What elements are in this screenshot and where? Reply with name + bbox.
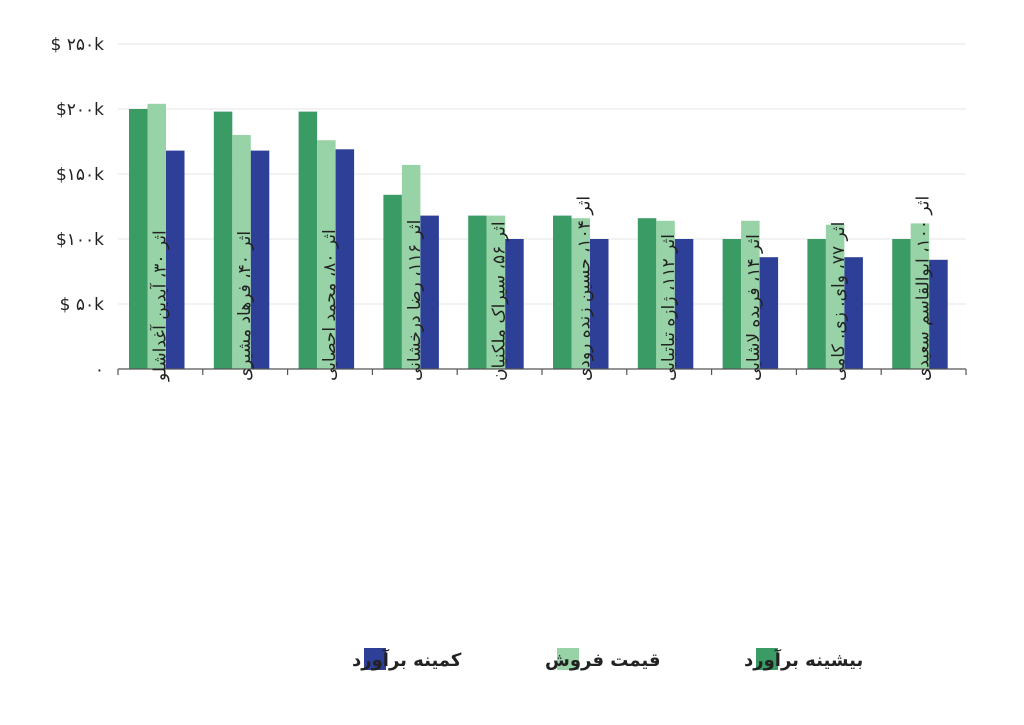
y-tick-label: $ ۲۵۰k (51, 35, 105, 55)
legend-label: کمینه برآورد (352, 648, 462, 671)
bar (910, 223, 930, 369)
bar (468, 215, 487, 369)
bar (232, 135, 251, 369)
bar (656, 220, 675, 369)
bar (213, 111, 233, 369)
axis-layer: ۰ $ ۵۰k $۱۰۰k $۱۵۰k $۲۰۰k $ ۲۵۰k اثر ۳۰، آیدین… (51, 35, 967, 382)
x-tick-label: اثر ۸۰، محمد احصایی (320, 229, 340, 381)
bar (590, 239, 609, 369)
legend-label: بیشینه برآورد (744, 648, 863, 671)
bar (571, 218, 590, 369)
bar (505, 239, 524, 369)
bar (825, 224, 845, 369)
bar (298, 111, 318, 369)
bar (401, 164, 421, 369)
bar (553, 215, 572, 369)
bar (420, 215, 439, 369)
legend-label: قیمت فروش (545, 650, 661, 671)
y-tick-label: $ ۵۰k (60, 295, 104, 315)
legend: بیشینه برآورد قیمت فروش کمینه برآورد (352, 648, 863, 671)
y-tick-label: $۱۰۰k (56, 230, 104, 250)
legend-swatch (557, 648, 579, 670)
x-tick-label: اثر ۳۰، آیدین آغداشلو (148, 230, 170, 382)
bar (844, 257, 863, 369)
x-tick-label: اثر ۵۶، سیراک ملکنیان (490, 221, 510, 381)
y-tick-label: $۱۵۰k (56, 165, 104, 185)
bar (147, 103, 166, 370)
bar (759, 257, 779, 369)
legend-swatch (756, 648, 778, 670)
bar (929, 259, 948, 369)
bar (250, 150, 270, 369)
bar (741, 220, 760, 369)
bar (383, 194, 402, 369)
bar (722, 239, 742, 369)
bar (892, 239, 911, 369)
bar (637, 218, 657, 369)
bar (129, 109, 148, 369)
x-tick-label: اثر ۱۱۲، ژازه تباتبایی (659, 234, 679, 381)
x-tick-label: اثر ۷۷، وای. زی. کامی (829, 222, 849, 381)
bar (335, 149, 355, 369)
x-tick-label: اثر ۱۰۴، حسین زنده رودی (574, 196, 594, 381)
bar (166, 150, 185, 369)
x-tick-label: اثر ۴۰، فرهاد مشیری (235, 231, 255, 381)
y-tick-label: ۰ (95, 360, 104, 380)
x-tick-label: اثر ۱۰۰، ابوالقاسم سعیدی (914, 196, 934, 381)
bar (486, 215, 506, 369)
y-tick-label: $۲۰۰k (56, 100, 104, 120)
x-tick-label: اثر ۱۱۶، رضا درخشانی (405, 220, 425, 381)
x-tick-label: اثر ۱۴، فریده لاشایی (744, 234, 764, 381)
bar (674, 239, 694, 369)
bars-layer (129, 103, 948, 370)
legend-swatch (364, 648, 386, 670)
bar (807, 239, 826, 369)
bar (317, 140, 336, 369)
